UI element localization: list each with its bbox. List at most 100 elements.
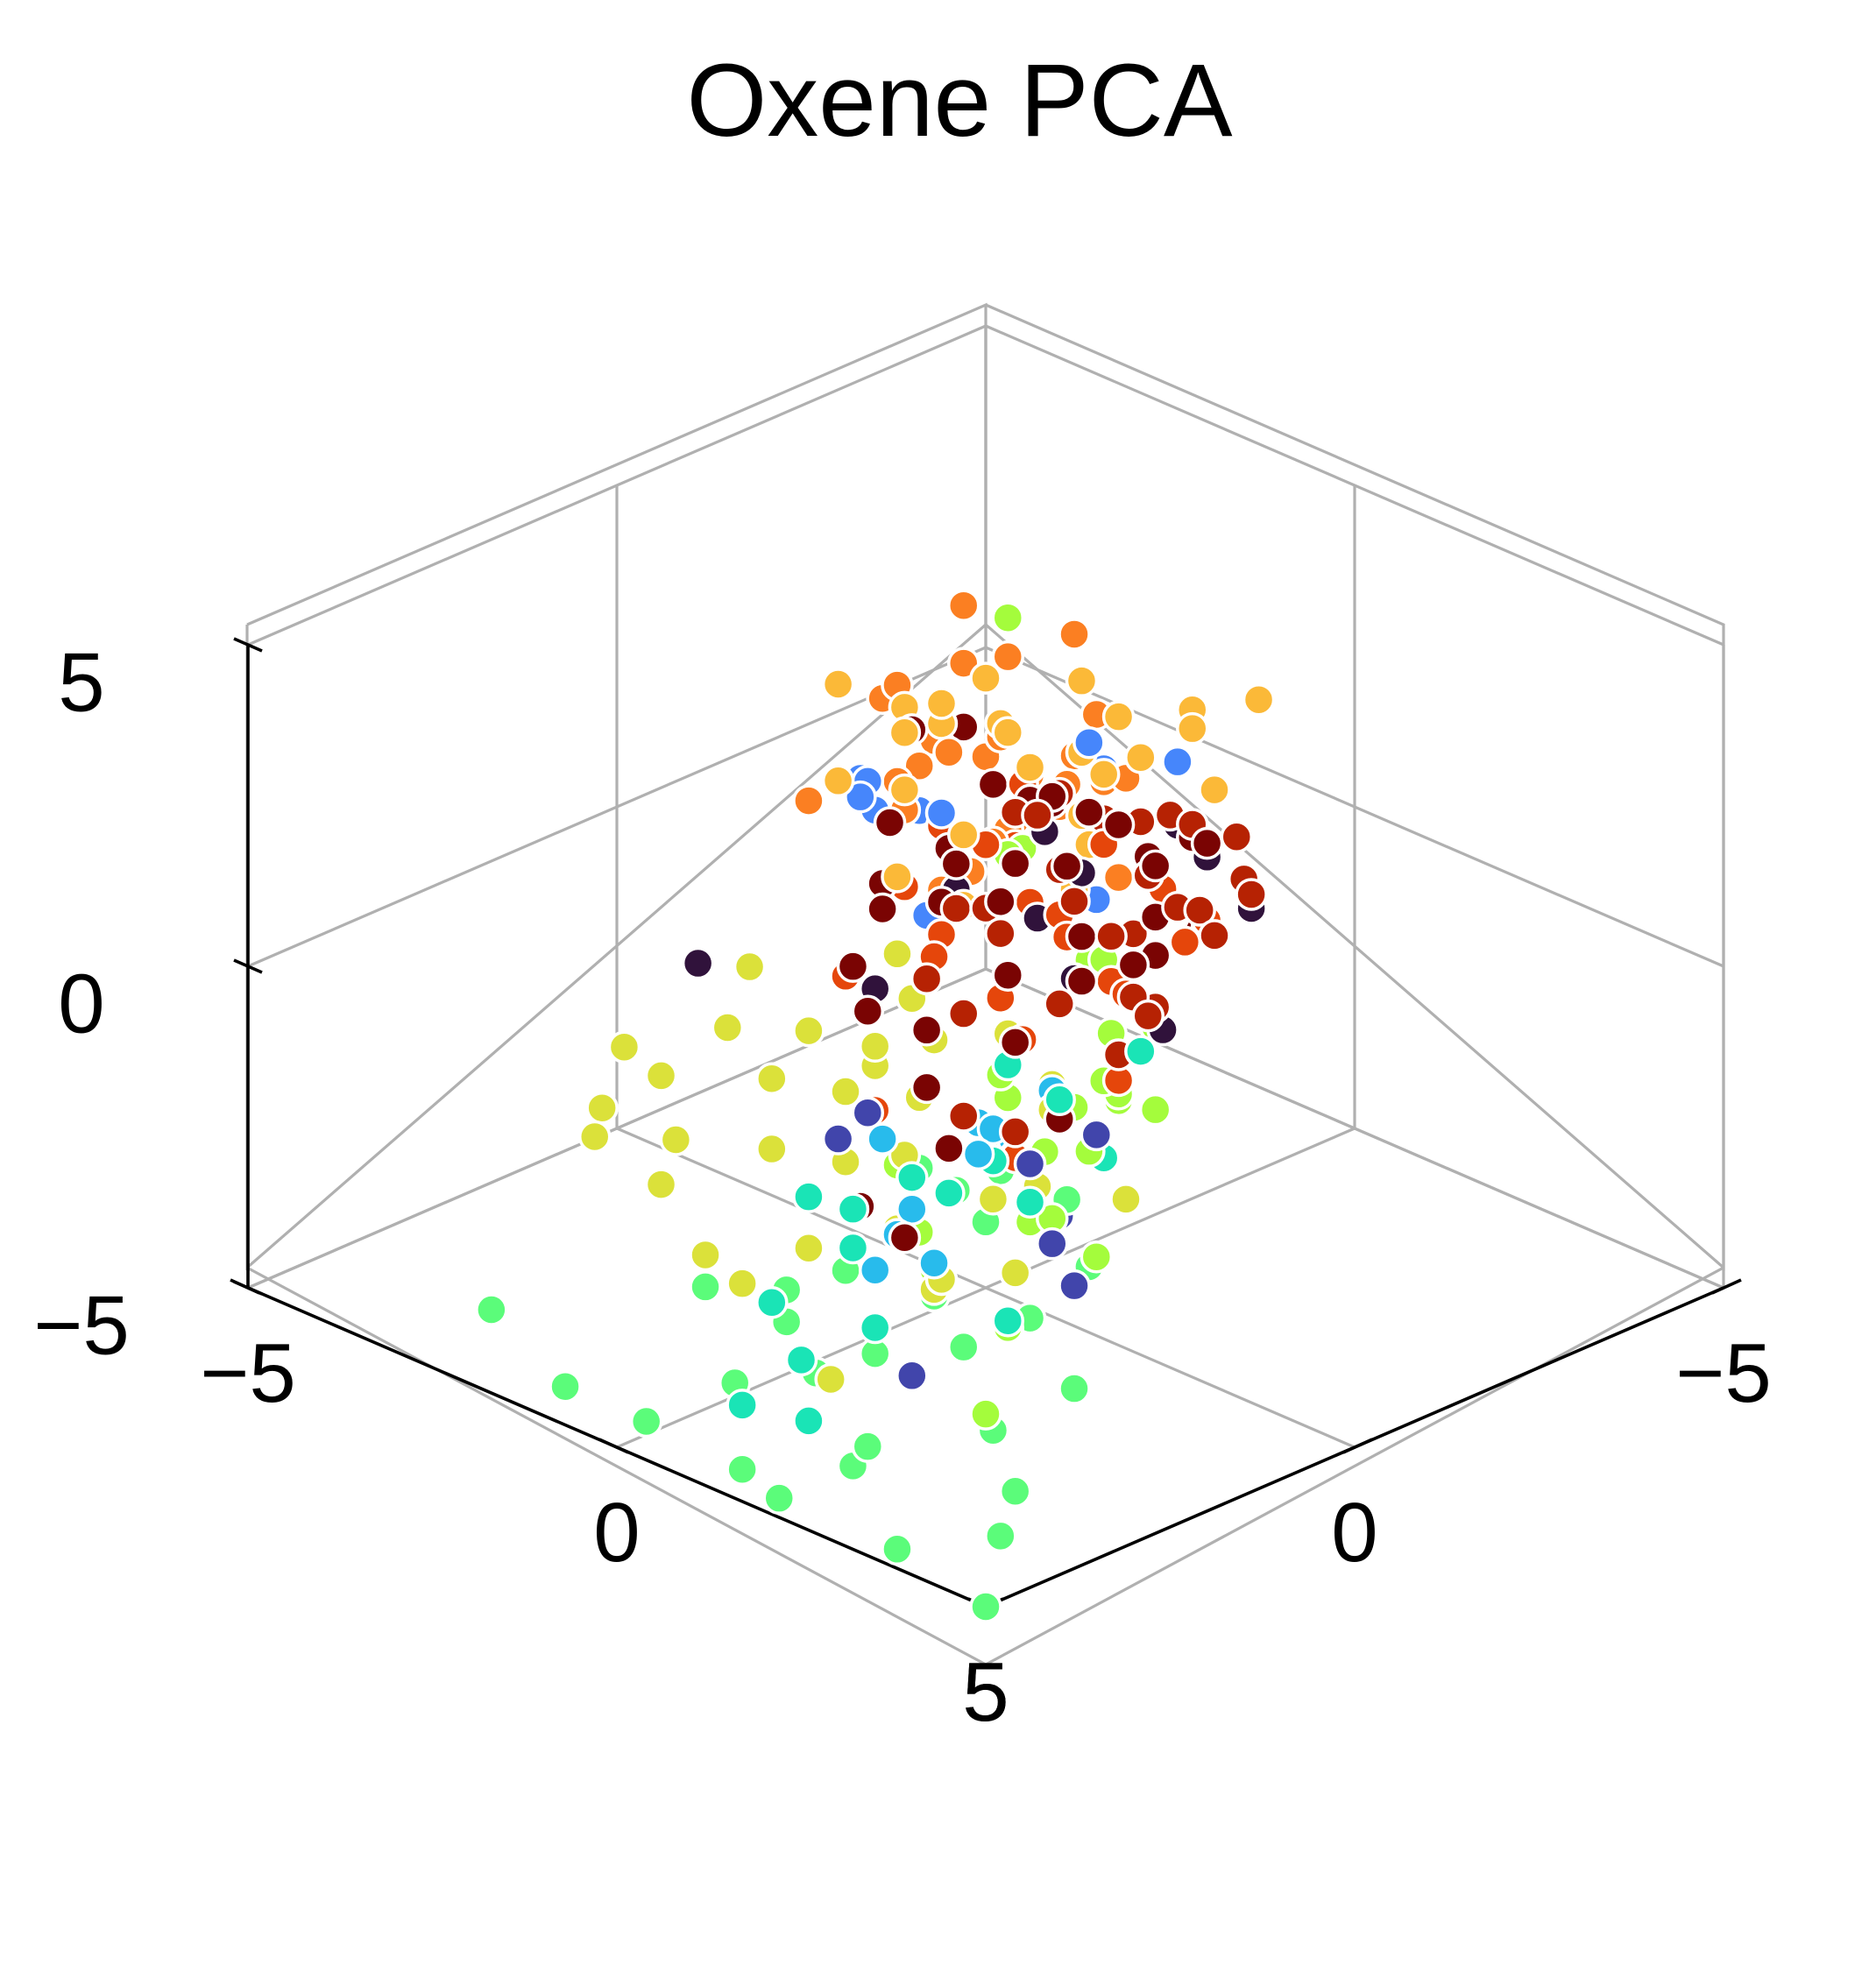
data-point — [932, 1132, 966, 1165]
data-point — [1058, 1269, 1091, 1303]
data-point — [475, 1293, 508, 1326]
data-point — [792, 1180, 825, 1213]
data-point — [991, 1304, 1025, 1338]
data-point — [814, 1362, 847, 1396]
y-tick-label: 5 — [962, 1645, 1009, 1739]
data-point — [836, 950, 870, 983]
floor-right-edge — [985, 1266, 1724, 1666]
data-point — [991, 640, 1025, 674]
data-point — [829, 1075, 862, 1108]
data-point — [1109, 1183, 1143, 1216]
data-point — [896, 1359, 929, 1393]
data-point — [1050, 850, 1084, 883]
data-point — [866, 1122, 899, 1156]
data-point — [932, 1177, 966, 1210]
data-point — [998, 1474, 1032, 1508]
data-point — [1087, 758, 1121, 791]
data-point — [1161, 745, 1194, 779]
x-tick-label: 5 — [962, 1645, 1009, 1739]
data-point — [711, 1011, 745, 1044]
data-point — [821, 764, 855, 798]
data-point — [784, 1343, 818, 1377]
data-point — [726, 1389, 759, 1422]
data-point — [1183, 894, 1216, 927]
data-point — [792, 1232, 825, 1265]
data-point — [1043, 987, 1076, 1021]
data-point — [1094, 920, 1128, 953]
data-point — [1242, 682, 1276, 717]
data-point — [910, 962, 944, 995]
data-point — [881, 1532, 914, 1566]
data-point — [1073, 725, 1106, 760]
data-point — [1036, 1226, 1069, 1261]
data-point — [1190, 826, 1224, 860]
data-point — [1124, 1035, 1157, 1068]
data-point — [1058, 1372, 1091, 1405]
y-tick-label: −5 — [200, 1326, 295, 1420]
data-point — [939, 847, 973, 880]
data-point — [1138, 849, 1172, 883]
data-point — [1168, 925, 1202, 959]
data-point — [1013, 751, 1047, 784]
data-point — [896, 1161, 929, 1194]
data-point — [991, 716, 1025, 749]
data-point — [1058, 618, 1091, 651]
data-point — [1220, 820, 1254, 853]
data-point — [1013, 1147, 1047, 1181]
data-point — [924, 687, 959, 720]
data-point — [1101, 808, 1136, 842]
data-point — [969, 1590, 1002, 1623]
z-tick-label: 5 — [58, 635, 104, 729]
data-point — [836, 1192, 870, 1226]
data-point — [976, 1183, 1010, 1216]
data-point — [946, 1099, 980, 1133]
data-point — [851, 994, 885, 1028]
y-tick-label: 0 — [593, 1486, 640, 1580]
data-point — [607, 1030, 641, 1064]
z-tick-mark — [233, 1280, 263, 1296]
data-point — [946, 647, 980, 680]
data-point — [681, 946, 715, 980]
data-point — [755, 1062, 789, 1095]
z-tick-mark — [233, 958, 263, 974]
data-point — [851, 1096, 885, 1129]
z-tick-mark — [233, 637, 263, 653]
data-point — [726, 1453, 759, 1486]
floor-left-edge — [246, 1266, 987, 1666]
data-point — [689, 1270, 722, 1304]
data-point — [1131, 999, 1165, 1033]
data-point — [881, 937, 914, 971]
data-point — [1124, 740, 1157, 774]
data-point — [984, 916, 1017, 951]
data-point — [917, 1247, 951, 1280]
data-point — [689, 1238, 722, 1272]
data-point — [585, 1091, 619, 1125]
data-point — [946, 818, 980, 852]
z-tick-label: 0 — [58, 957, 104, 1050]
data-point — [1198, 919, 1231, 952]
data-point — [1043, 1083, 1076, 1117]
grid-line-z-right — [985, 324, 1724, 647]
data-point — [984, 1519, 1017, 1553]
data-point — [1080, 1240, 1114, 1274]
data-point — [1101, 860, 1136, 894]
data-point — [984, 885, 1017, 918]
data-point — [998, 1026, 1032, 1059]
data-point — [888, 1221, 922, 1255]
data-point — [1101, 700, 1136, 733]
z-tick-label: −5 — [33, 1278, 129, 1372]
data-point — [969, 661, 1002, 695]
x-tick-mark — [1342, 1438, 1373, 1454]
x-tick-label: 0 — [1331, 1486, 1377, 1580]
data-point — [726, 1267, 759, 1300]
y-tick-mark — [598, 1438, 629, 1454]
data-point — [1073, 795, 1106, 829]
data-point — [733, 950, 767, 984]
data-point — [792, 1014, 825, 1048]
data-point — [998, 846, 1032, 880]
data-point — [1235, 878, 1268, 911]
data-point — [858, 1254, 892, 1287]
data-point — [932, 735, 966, 769]
